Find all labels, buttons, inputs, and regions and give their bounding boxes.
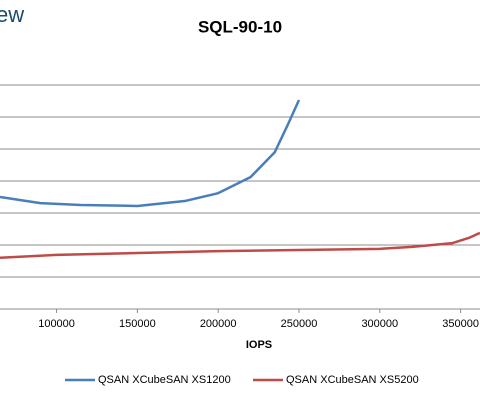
x-tick-label: 250000: [281, 318, 318, 330]
series-line: [0, 99, 301, 208]
chart-title: SQL-90-10: [198, 17, 282, 36]
legend-label: QSAN XCubeSAN XS5200: [286, 374, 419, 386]
x-tick-label: 100000: [38, 318, 75, 330]
x-tick-label: 350000: [442, 318, 479, 330]
legend-label: QSAN XCubeSAN XS1200: [98, 374, 231, 386]
logo-text: ew: [0, 2, 24, 27]
x-tick-label: 200000: [200, 318, 237, 330]
series-line: [0, 231, 480, 260]
x-tick-label: 300000: [361, 318, 398, 330]
x-tick-label: 150000: [119, 318, 156, 330]
x-axis-label: IOPS: [246, 339, 272, 351]
